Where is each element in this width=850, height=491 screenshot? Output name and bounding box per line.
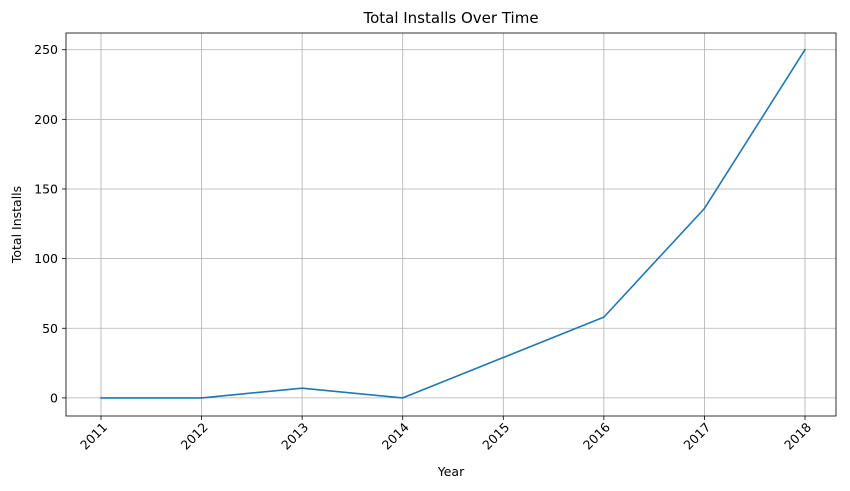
data-point [703, 207, 706, 210]
y-tick-label: 250 [34, 42, 58, 57]
y-tick-label: 200 [34, 112, 58, 127]
data-point [200, 396, 203, 399]
data-point [502, 356, 505, 359]
axis-ticks: 2011 2012 2013 2014 2015 2016 2017 2018 0 50 100 15… [34, 42, 814, 452]
x-axis-title: Year [437, 464, 465, 479]
series-line [101, 49, 806, 399]
y-tick-label: 150 [34, 181, 58, 196]
y-tick-label: 0 [50, 390, 58, 405]
x-tick-label: 2015 [479, 420, 512, 453]
x-tick-label: 2016 [580, 419, 613, 452]
series-layer [100, 48, 806, 399]
y-tick-label: 50 [42, 321, 58, 336]
chart-title: Total Installs Over Time [362, 9, 538, 27]
data-point [100, 396, 102, 399]
x-tick-label: 2017 [680, 420, 713, 453]
x-tick-label: 2011 [77, 420, 110, 453]
y-axis-title: Total Installs [9, 186, 24, 264]
x-tick-label: 2013 [278, 420, 311, 453]
x-tick-label: 2014 [379, 419, 412, 452]
data-point [804, 48, 806, 51]
data-point [401, 396, 404, 399]
plot-frame [65, 32, 837, 417]
y-tick-label: 100 [34, 251, 58, 266]
data-point [602, 316, 605, 319]
x-tick-label: 2012 [178, 420, 211, 453]
x-tick-label: 2018 [781, 419, 814, 452]
data-point [301, 387, 304, 390]
grid-lines [66, 33, 836, 416]
